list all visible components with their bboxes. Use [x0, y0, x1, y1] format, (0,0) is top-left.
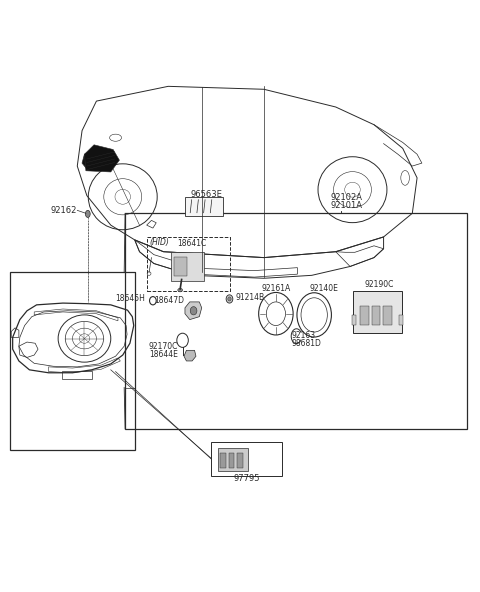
Text: 92161A: 92161A [262, 284, 291, 293]
Polygon shape [84, 145, 120, 172]
Text: 92170C: 92170C [148, 342, 178, 351]
Ellipse shape [178, 288, 182, 292]
FancyBboxPatch shape [399, 315, 403, 325]
Polygon shape [185, 302, 202, 320]
Text: 18641C: 18641C [178, 239, 207, 248]
Text: 96563E: 96563E [191, 189, 222, 198]
FancyBboxPatch shape [360, 306, 369, 325]
Text: 92190C: 92190C [364, 280, 394, 289]
FancyBboxPatch shape [237, 453, 243, 468]
FancyBboxPatch shape [220, 453, 226, 468]
Text: 92162: 92162 [51, 206, 77, 215]
FancyBboxPatch shape [218, 448, 248, 471]
Polygon shape [184, 350, 196, 361]
Ellipse shape [190, 307, 197, 315]
FancyBboxPatch shape [383, 306, 392, 325]
Text: 98681D: 98681D [292, 339, 322, 348]
Text: 92140E: 92140E [310, 284, 338, 293]
Text: 18647D: 18647D [154, 296, 184, 305]
Text: 92163: 92163 [292, 332, 316, 340]
Ellipse shape [226, 295, 233, 303]
Text: 18644E: 18644E [149, 350, 178, 359]
FancyBboxPatch shape [171, 252, 204, 281]
Text: 91214B: 91214B [235, 293, 264, 303]
Text: (HID): (HID) [149, 238, 169, 247]
FancyBboxPatch shape [353, 291, 402, 333]
Text: 18645H: 18645H [115, 294, 145, 304]
FancyBboxPatch shape [228, 453, 234, 468]
FancyBboxPatch shape [352, 315, 356, 325]
Text: 92102A: 92102A [331, 192, 363, 201]
FancyBboxPatch shape [174, 257, 187, 276]
FancyBboxPatch shape [185, 197, 223, 215]
Ellipse shape [228, 297, 231, 301]
FancyBboxPatch shape [372, 306, 380, 325]
Polygon shape [82, 149, 106, 169]
Text: 97795: 97795 [233, 474, 260, 483]
Ellipse shape [85, 210, 90, 217]
Text: 92101A: 92101A [331, 201, 363, 210]
